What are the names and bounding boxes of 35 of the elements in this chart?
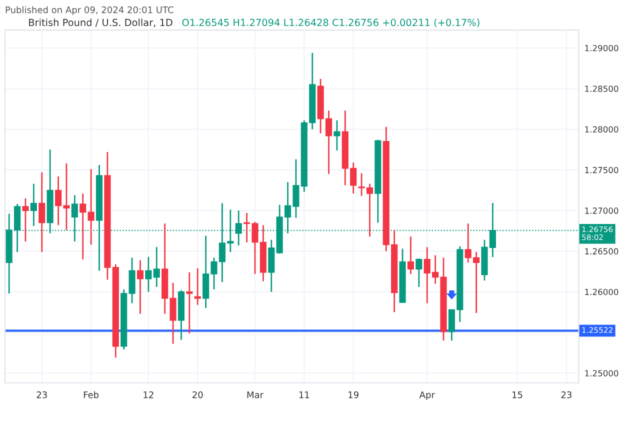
candlestick bbox=[30, 183, 37, 227]
candlestick bbox=[38, 172, 46, 253]
candlestick bbox=[416, 258, 422, 288]
y-tick-label: 1.29000 bbox=[585, 44, 618, 52]
x-tick-label: 11 bbox=[299, 391, 310, 398]
y-tick-label: 1.27500 bbox=[585, 166, 618, 174]
x-tick-label: Mar bbox=[247, 391, 264, 398]
y-tick-label: 1.26500 bbox=[585, 248, 618, 254]
candlestick bbox=[153, 246, 160, 288]
chart-subtitle: O1.26545 H1.27094 L1.26428 C1.26756 +0.00211 (+0.17%) bbox=[182, 18, 480, 28]
x-tick-label: Apr bbox=[419, 391, 435, 400]
x-tick-label: 15 bbox=[512, 391, 522, 398]
candlestick bbox=[194, 268, 201, 306]
y-tick-label: 1.28000 bbox=[585, 126, 618, 133]
y-tick-label: 1.27000 bbox=[585, 208, 618, 214]
candlestick bbox=[407, 236, 414, 275]
candlestick bbox=[22, 198, 29, 242]
candlestick bbox=[145, 256, 152, 293]
candlestick bbox=[186, 272, 193, 334]
x-tick-label: 23 bbox=[561, 391, 572, 398]
y-tick-label: 1.25000 bbox=[585, 370, 618, 376]
chart-title: British Pound / U.S. Dollar, 1D bbox=[29, 18, 172, 28]
y-tick-label: 1.26000 bbox=[585, 288, 618, 296]
candlestick bbox=[334, 120, 340, 152]
x-tick-label: Feb bbox=[84, 391, 99, 398]
candlestick bbox=[80, 192, 86, 260]
candlestick bbox=[128, 257, 136, 304]
candlestick bbox=[88, 168, 94, 246]
y-tick-label: 1.28500 bbox=[585, 86, 618, 92]
x-tick-label: 12 bbox=[144, 391, 154, 398]
text: Published on Apr 09, 2024 20:01 UTC bbox=[6, 6, 174, 15]
x-tick-label: 19 bbox=[348, 391, 358, 398]
x-tick-label: 20 bbox=[192, 391, 203, 398]
candlestick bbox=[136, 259, 144, 314]
x-tick-label: 23 bbox=[36, 391, 47, 398]
